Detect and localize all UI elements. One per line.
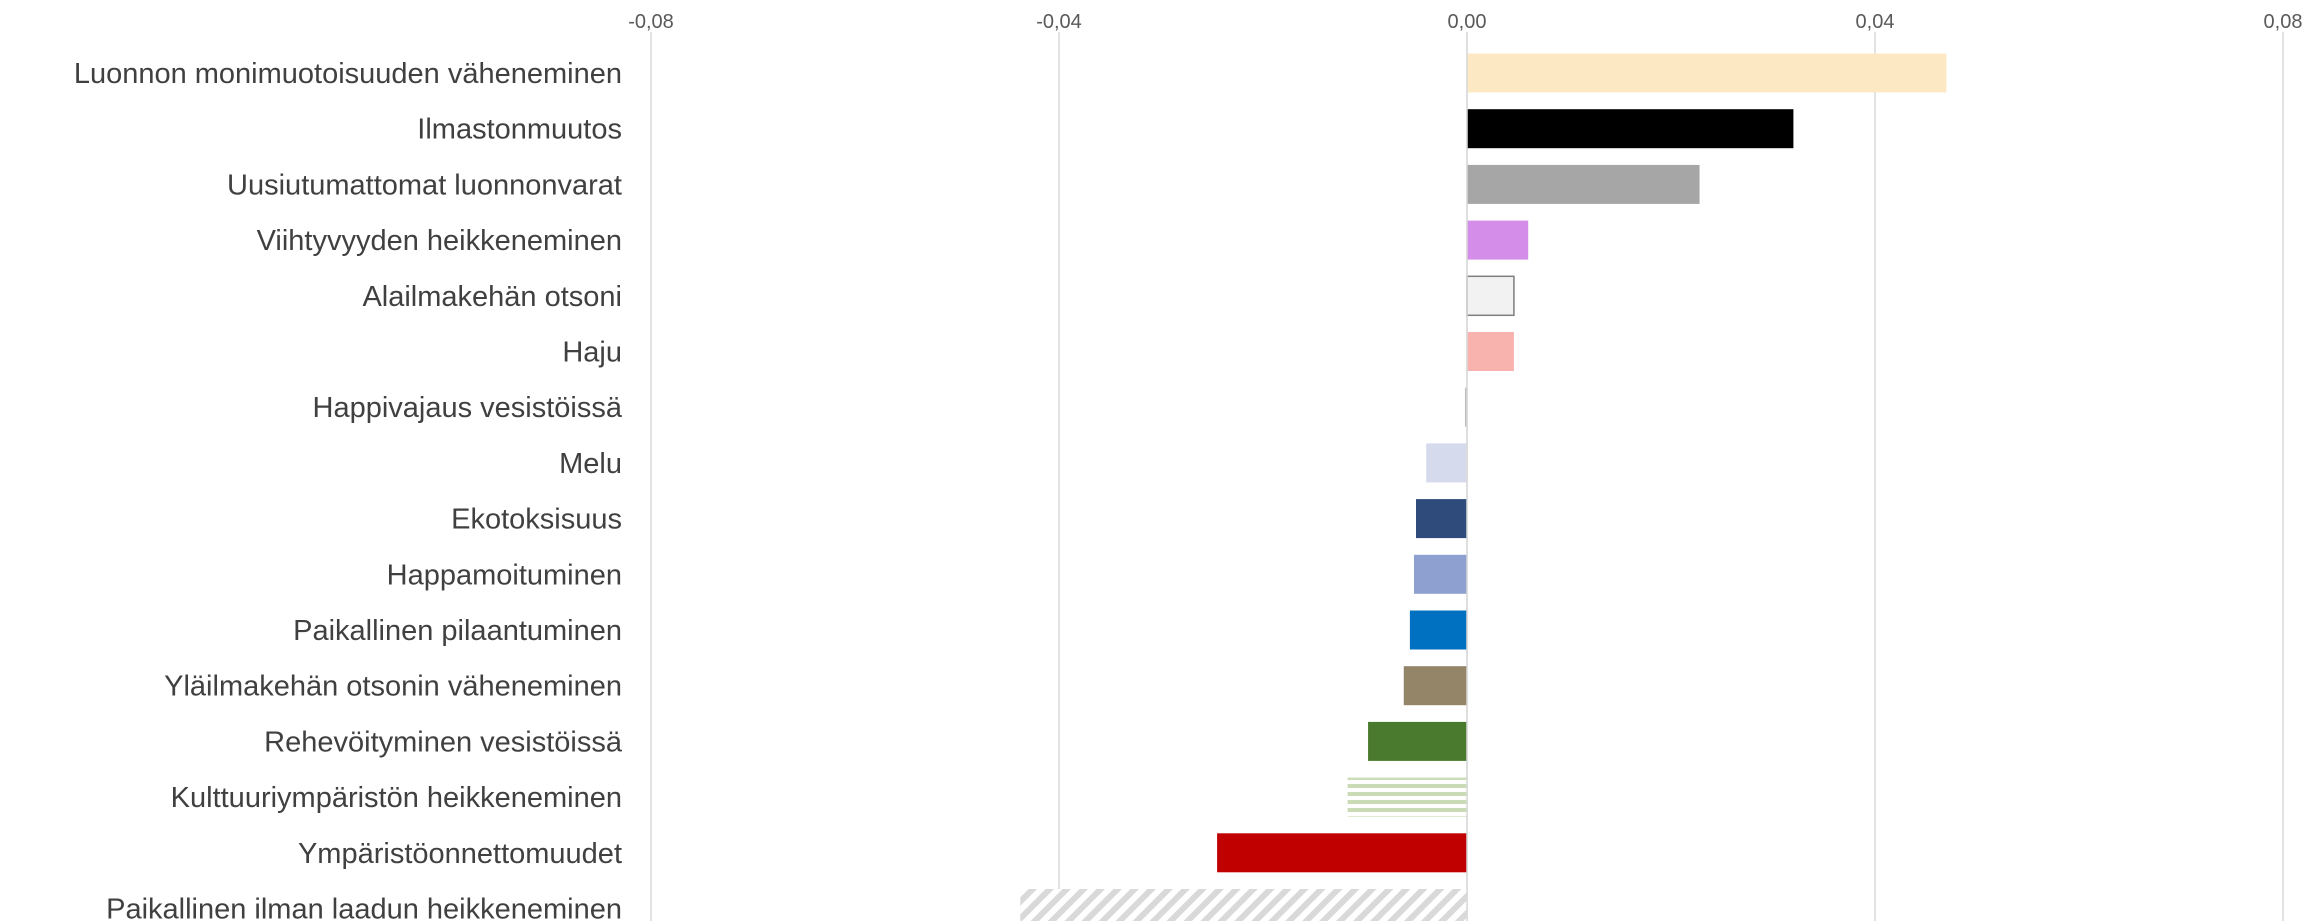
bar bbox=[1347, 777, 1467, 817]
category-label: Alailmakehän otsoni bbox=[362, 281, 622, 313]
category-label: Ekotoksisuus bbox=[451, 504, 622, 536]
bar bbox=[1466, 275, 1515, 317]
x-tick-label: 0,00 bbox=[1448, 11, 1487, 33]
category-label: Melu bbox=[559, 448, 622, 480]
x-tick-label: -0,08 bbox=[628, 11, 674, 33]
bar bbox=[1426, 443, 1467, 483]
category-label: Kulttuuriympäristön heikkeneminen bbox=[171, 782, 622, 814]
bar bbox=[1217, 833, 1467, 873]
bar bbox=[1467, 53, 1947, 93]
category-label: Paikallinen pilaantuminen bbox=[293, 615, 622, 647]
bar bbox=[1416, 499, 1467, 539]
category-label: Uusiutumattomat luonnonvarat bbox=[227, 169, 622, 201]
category-label: Viihtyvyyden heikkeneminen bbox=[257, 225, 622, 257]
bar bbox=[1020, 889, 1467, 921]
category-label: Paikallinen ilman laadun heikkeneminen bbox=[106, 894, 622, 921]
x-tick-label: 0,04 bbox=[1856, 11, 1895, 33]
bar bbox=[1467, 220, 1529, 260]
category-label: Haju bbox=[562, 337, 622, 369]
bar bbox=[1409, 610, 1467, 650]
bar bbox=[1467, 332, 1514, 371]
bar bbox=[1467, 109, 1794, 149]
category-label: Happivajaus vesistöissä bbox=[313, 392, 623, 424]
bar bbox=[1464, 387, 1467, 427]
category-label: Yläilmakehän otsonin väheneminen bbox=[164, 671, 622, 703]
category-label: Luonnon monimuotoisuuden väheneminen bbox=[74, 58, 622, 90]
x-axis-tick-labels: -0,08 -0,04 0,00 0,04 0,08 bbox=[628, 11, 2302, 33]
bar bbox=[1467, 164, 1700, 204]
category-label: Rehevöityminen vesistöissä bbox=[264, 726, 623, 758]
category-label: Ympäristöonnettomuudet bbox=[298, 838, 622, 870]
bars bbox=[1020, 32, 1947, 921]
category-labels: Luonnon monimuotoisuuden väheneminen Ilma… bbox=[74, 58, 623, 921]
category-label: Happamoituminen bbox=[387, 559, 622, 591]
x-tick-label: -0,04 bbox=[1036, 11, 1082, 33]
bar bbox=[1368, 721, 1467, 761]
category-label: Ilmastonmuutos bbox=[417, 114, 622, 146]
bar bbox=[1413, 554, 1467, 594]
x-tick-label: 0,08 bbox=[2264, 11, 2303, 33]
bar bbox=[1403, 666, 1467, 706]
